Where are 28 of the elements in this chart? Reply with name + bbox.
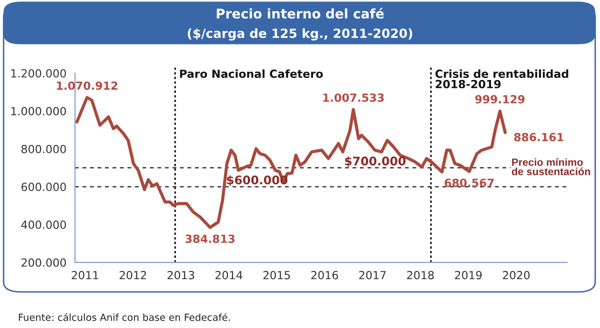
y-tick-label: 1.000.000: [11, 106, 66, 116]
x-tick-label: 2018: [407, 270, 434, 280]
x-tick-label: 2020: [502, 270, 530, 280]
x-tick-label: 2014: [215, 270, 242, 280]
x-tick-label: 2013: [168, 270, 194, 280]
chart-title: Precio interno del café: [216, 8, 384, 19]
annotation: 680.567: [444, 178, 494, 187]
ref-line-label: Paro Nacional Cafetero: [180, 69, 323, 78]
y-tick-label: 600.000: [21, 182, 66, 192]
annotation: 1.007.533: [323, 93, 384, 102]
x-tick-label: 2011: [72, 270, 98, 280]
annotation: 886.161: [514, 132, 564, 142]
x-tick-label: 2015: [263, 270, 290, 280]
y-tick-label: 800.000: [21, 144, 66, 154]
ref-line-label: $700.000: [345, 156, 406, 168]
chart-subtitle: ($/carga de 125 kg., 2011-2020): [188, 28, 412, 41]
x-tick-label: 2019: [454, 270, 482, 280]
annotation: 999.129: [475, 95, 525, 104]
y-tick-label: 400.000: [21, 220, 66, 229]
y-tick-label: 1.200.000: [11, 69, 66, 78]
x-tick-label: 2016: [311, 270, 338, 280]
x-tick-label: 2017: [359, 270, 386, 280]
x-tick-label: 2012: [120, 270, 146, 280]
annotation: Precio mínimo de sustentación: [512, 158, 590, 176]
ref-line-label: Crisis de rentabilidad 2018-2019: [435, 69, 568, 88]
y-tick-label: 200.000: [22, 258, 66, 267]
source-note: Fuente: cálculos Anif con base en Fedecafé.: [18, 313, 230, 321]
annotation: 384.813: [186, 234, 235, 243]
